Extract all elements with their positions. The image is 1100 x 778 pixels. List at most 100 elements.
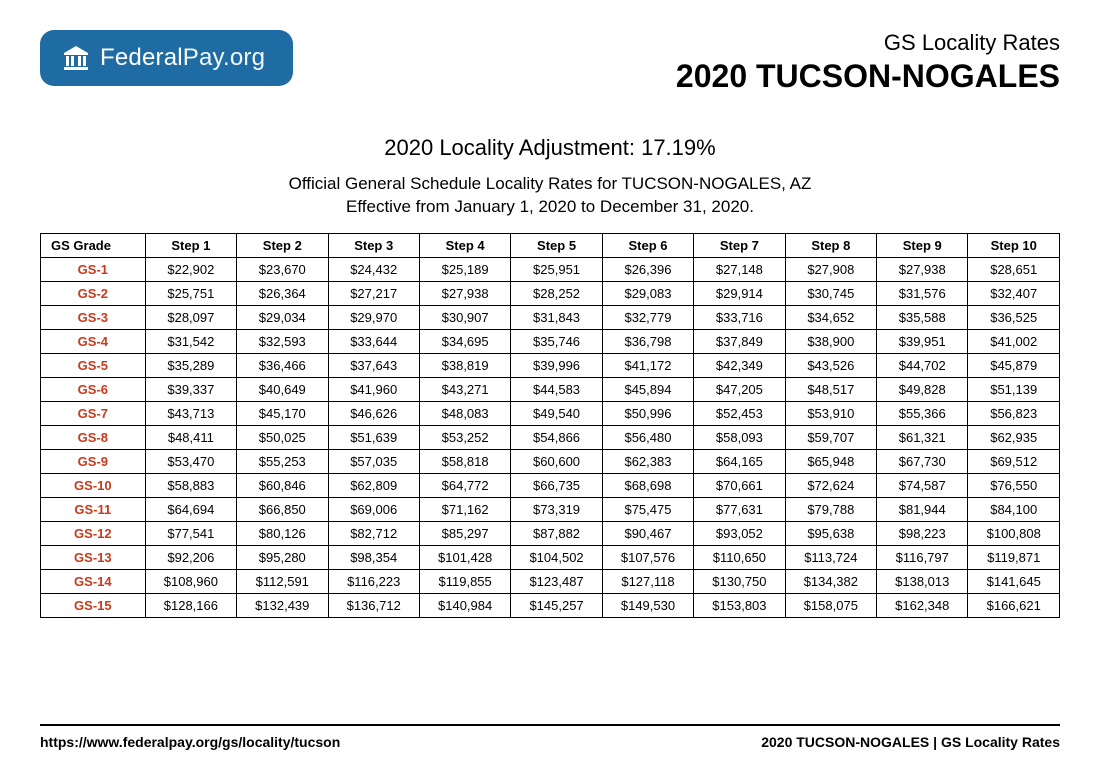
- description-line-1: Official General Schedule Locality Rates…: [40, 173, 1060, 196]
- value-cell: $30,907: [419, 305, 510, 329]
- value-cell: $35,588: [877, 305, 968, 329]
- value-cell: $32,779: [602, 305, 693, 329]
- value-cell: $66,850: [237, 497, 328, 521]
- value-cell: $130,750: [694, 569, 785, 593]
- footer-row: https://www.federalpay.org/gs/locality/t…: [40, 734, 1060, 750]
- logo-text-strong: Federal: [100, 44, 183, 71]
- value-cell: $51,639: [328, 425, 419, 449]
- value-cell: $49,540: [511, 401, 602, 425]
- value-cell: $90,467: [602, 521, 693, 545]
- value-cell: $33,644: [328, 329, 419, 353]
- table-row: GS-12$77,541$80,126$82,712$85,297$87,882…: [41, 521, 1060, 545]
- logo-text: FederalPay.org: [100, 44, 265, 72]
- value-cell: $140,984: [419, 593, 510, 617]
- grade-cell: GS-6: [41, 377, 146, 401]
- logo-badge: FederalPay.org: [40, 30, 293, 86]
- value-cell: $39,951: [877, 329, 968, 353]
- value-cell: $29,083: [602, 281, 693, 305]
- value-cell: $54,866: [511, 425, 602, 449]
- value-cell: $73,319: [511, 497, 602, 521]
- value-cell: $123,487: [511, 569, 602, 593]
- value-cell: $27,148: [694, 257, 785, 281]
- title-small: GS Locality Rates: [676, 30, 1060, 56]
- table-row: GS-14$108,960$112,591$116,223$119,855$12…: [41, 569, 1060, 593]
- value-cell: $138,013: [877, 569, 968, 593]
- table-row: GS-3$28,097$29,034$29,970$30,907$31,843$…: [41, 305, 1060, 329]
- value-cell: $35,746: [511, 329, 602, 353]
- value-cell: $77,631: [694, 497, 785, 521]
- value-cell: $60,600: [511, 449, 602, 473]
- value-cell: $31,843: [511, 305, 602, 329]
- table-row: GS-11$64,694$66,850$69,006$71,162$73,319…: [41, 497, 1060, 521]
- grade-cell: GS-4: [41, 329, 146, 353]
- value-cell: $41,172: [602, 353, 693, 377]
- value-cell: $30,745: [785, 281, 876, 305]
- value-cell: $39,337: [145, 377, 236, 401]
- value-cell: $48,517: [785, 377, 876, 401]
- value-cell: $153,803: [694, 593, 785, 617]
- value-cell: $87,882: [511, 521, 602, 545]
- value-cell: $62,935: [968, 425, 1060, 449]
- value-cell: $107,576: [602, 545, 693, 569]
- value-cell: $28,097: [145, 305, 236, 329]
- value-cell: $45,170: [237, 401, 328, 425]
- table-row: GS-9$53,470$55,253$57,035$58,818$60,600$…: [41, 449, 1060, 473]
- value-cell: $44,583: [511, 377, 602, 401]
- col-step: Step 1: [145, 233, 236, 257]
- value-cell: $59,707: [785, 425, 876, 449]
- value-cell: $113,724: [785, 545, 876, 569]
- grade-cell: GS-3: [41, 305, 146, 329]
- value-cell: $100,808: [968, 521, 1060, 545]
- value-cell: $32,593: [237, 329, 328, 353]
- value-cell: $32,407: [968, 281, 1060, 305]
- col-grade: GS Grade: [41, 233, 146, 257]
- value-cell: $81,944: [877, 497, 968, 521]
- col-step: Step 7: [694, 233, 785, 257]
- grade-cell: GS-1: [41, 257, 146, 281]
- value-cell: $36,466: [237, 353, 328, 377]
- value-cell: $50,996: [602, 401, 693, 425]
- value-cell: $43,271: [419, 377, 510, 401]
- value-cell: $55,366: [877, 401, 968, 425]
- value-cell: $48,083: [419, 401, 510, 425]
- value-cell: $48,411: [145, 425, 236, 449]
- value-cell: $66,735: [511, 473, 602, 497]
- value-cell: $58,093: [694, 425, 785, 449]
- value-cell: $60,846: [237, 473, 328, 497]
- value-cell: $53,910: [785, 401, 876, 425]
- grade-cell: GS-14: [41, 569, 146, 593]
- value-cell: $136,712: [328, 593, 419, 617]
- value-cell: $51,139: [968, 377, 1060, 401]
- value-cell: $98,354: [328, 545, 419, 569]
- value-cell: $95,280: [237, 545, 328, 569]
- value-cell: $62,383: [602, 449, 693, 473]
- value-cell: $52,453: [694, 401, 785, 425]
- header-row: FederalPay.org GS Locality Rates 2020 TU…: [40, 30, 1060, 95]
- value-cell: $33,716: [694, 305, 785, 329]
- table-row: GS-13$92,206$95,280$98,354$101,428$104,5…: [41, 545, 1060, 569]
- value-cell: $29,914: [694, 281, 785, 305]
- value-cell: $162,348: [877, 593, 968, 617]
- value-cell: $56,480: [602, 425, 693, 449]
- logo-text-light: Pay.org: [183, 44, 265, 71]
- value-cell: $134,382: [785, 569, 876, 593]
- title-big: 2020 TUCSON-NOGALES: [676, 58, 1060, 95]
- value-cell: $38,819: [419, 353, 510, 377]
- value-cell: $22,902: [145, 257, 236, 281]
- grade-cell: GS-12: [41, 521, 146, 545]
- value-cell: $84,100: [968, 497, 1060, 521]
- value-cell: $110,650: [694, 545, 785, 569]
- value-cell: $77,541: [145, 521, 236, 545]
- value-cell: $35,289: [145, 353, 236, 377]
- subtitle-block: 2020 Locality Adjustment: 17.19% Officia…: [40, 135, 1060, 219]
- value-cell: $25,751: [145, 281, 236, 305]
- gs-pay-table: GS GradeStep 1Step 2Step 3Step 4Step 5St…: [40, 233, 1060, 618]
- value-cell: $82,712: [328, 521, 419, 545]
- value-cell: $28,651: [968, 257, 1060, 281]
- value-cell: $93,052: [694, 521, 785, 545]
- grade-cell: GS-9: [41, 449, 146, 473]
- value-cell: $61,321: [877, 425, 968, 449]
- value-cell: $64,694: [145, 497, 236, 521]
- value-cell: $64,772: [419, 473, 510, 497]
- col-step: Step 6: [602, 233, 693, 257]
